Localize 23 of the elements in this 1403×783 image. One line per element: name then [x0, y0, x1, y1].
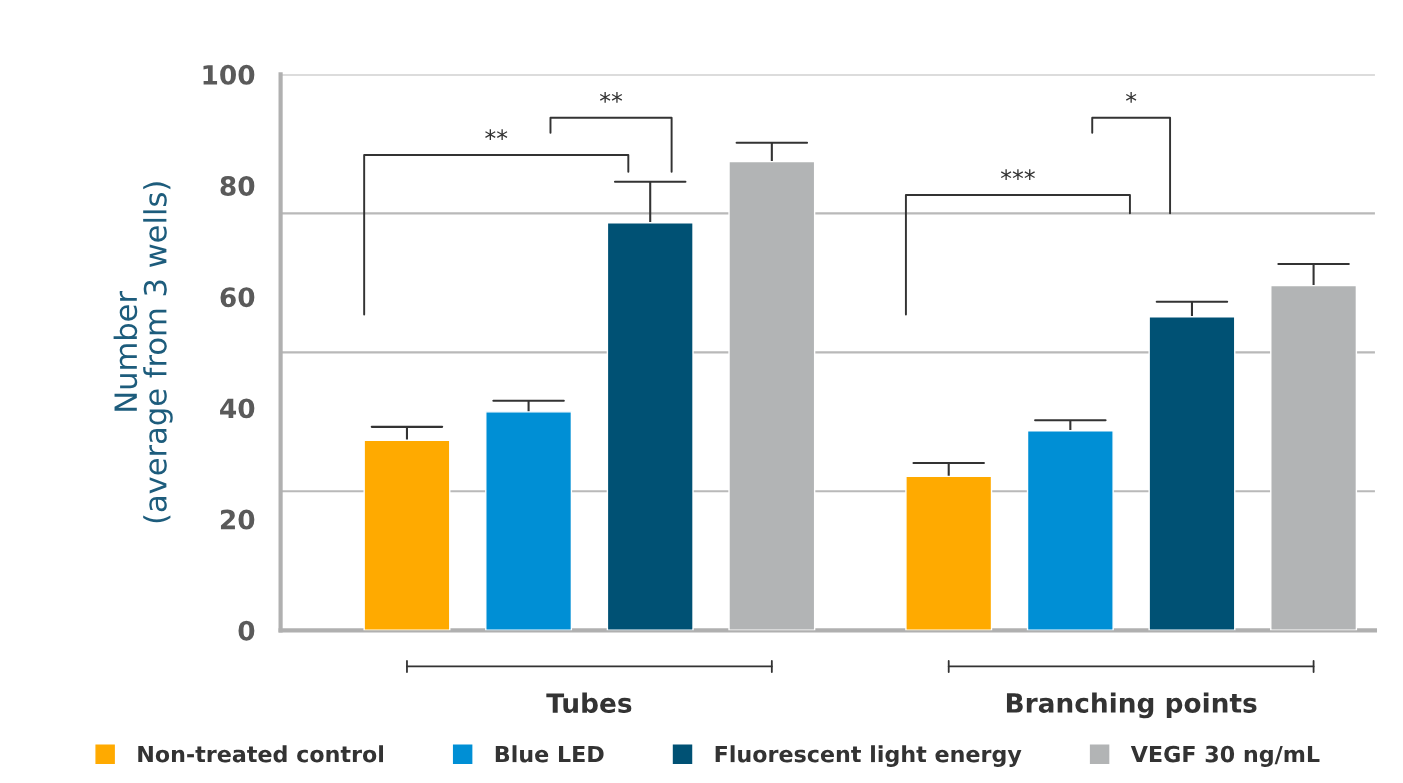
- y-tick-label: 60: [220, 287, 255, 308]
- bar: [905, 475, 993, 631]
- legend-label: Non-treated control: [138, 745, 384, 763]
- annotation: ***: [1000, 169, 1035, 181]
- legend-label: Fluorescent light energy: [715, 745, 1022, 767]
- y-tick-label: 20: [220, 509, 255, 530]
- y-tick-label: 80: [220, 176, 255, 196]
- bar: [606, 222, 694, 631]
- legend-label: VEGF 30 ng/mL: [1130, 745, 1320, 767]
- bar: [363, 439, 451, 631]
- legend-label: Blue LED: [495, 745, 604, 763]
- bar: [1026, 430, 1114, 631]
- bar: [1148, 316, 1236, 631]
- x-tick-label: Tubes: [546, 692, 632, 714]
- annotation: **: [599, 91, 623, 103]
- y-tick-label: 100: [203, 64, 255, 85]
- y-axis-title: Number (average from 3 wells): [113, 182, 173, 523]
- y-tick-label: 0: [238, 620, 255, 641]
- x-tick-label: Branching points: [1006, 692, 1257, 719]
- bar: [485, 411, 573, 631]
- annotation: **: [485, 129, 508, 140]
- y-tick-label: 40: [220, 398, 255, 419]
- annotation: *: [1125, 91, 1137, 103]
